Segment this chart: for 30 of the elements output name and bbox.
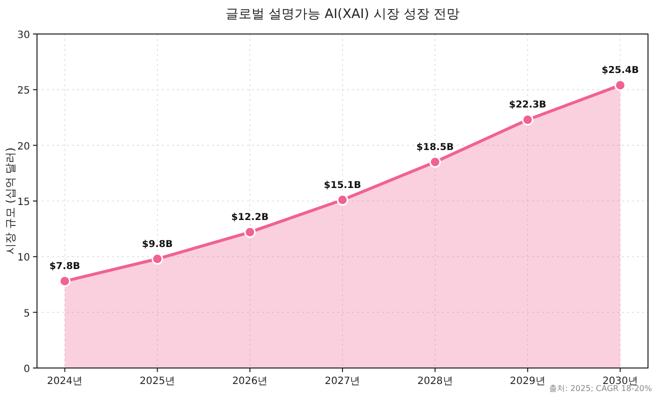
data-label: $22.3B [509, 100, 546, 111]
x-tick-label: 2024년 [47, 376, 82, 387]
source-note: 출처: 2025; CAGR 18-20% [549, 384, 652, 393]
y-tick-label: 30 [17, 30, 30, 41]
data-label: $7.8B [49, 261, 80, 272]
point [152, 253, 164, 265]
y-axis-title: 시장 규모 (십억 달러) [4, 147, 17, 255]
point [522, 114, 534, 126]
x-tick-label: 2026년 [232, 376, 268, 387]
point [244, 226, 256, 238]
point [59, 275, 71, 287]
y-tick-label: 0 [24, 364, 30, 375]
y-tick-label: 10 [17, 252, 30, 264]
chart-title: 글로벌 설명가능 AI(XAI) 시장 성장 전망 [225, 7, 460, 22]
y-tick-label: 20 [17, 141, 30, 152]
x-tick-label: 2028년 [417, 376, 453, 387]
x-tick-label: 2029년 [510, 376, 546, 387]
point [336, 194, 348, 206]
data-label: $18.5B [416, 142, 454, 154]
data-label: $25.4B [602, 65, 639, 76]
x-tick-label: 2025년 [140, 376, 176, 387]
data-label: $12.2B [231, 212, 269, 224]
data-label: $9.8B [142, 238, 173, 250]
point [614, 79, 626, 91]
data-label: $15.1B [324, 180, 362, 191]
y-tick-label: 5 [24, 308, 30, 320]
x-tick-label: 2027년 [324, 376, 360, 387]
y-tick-label: 25 [17, 86, 30, 97]
y-tick-label: 15 [17, 197, 30, 208]
point [429, 156, 441, 168]
